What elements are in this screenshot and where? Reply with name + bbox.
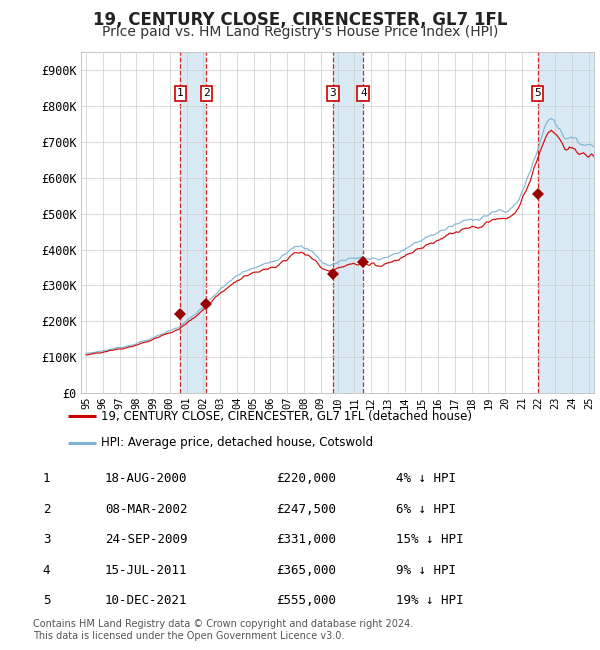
- Text: Price paid vs. HM Land Registry's House Price Index (HPI): Price paid vs. HM Land Registry's House …: [102, 25, 498, 39]
- Text: 15% ↓ HPI: 15% ↓ HPI: [396, 533, 464, 546]
- Text: 9% ↓ HPI: 9% ↓ HPI: [396, 564, 456, 577]
- Text: 3: 3: [43, 533, 50, 546]
- Text: £247,500: £247,500: [276, 503, 336, 516]
- Text: 19, CENTURY CLOSE, CIRENCESTER, GL7 1FL: 19, CENTURY CLOSE, CIRENCESTER, GL7 1FL: [93, 11, 507, 29]
- Text: 15-JUL-2011: 15-JUL-2011: [105, 564, 187, 577]
- Text: 18-AUG-2000: 18-AUG-2000: [105, 472, 187, 485]
- Text: £331,000: £331,000: [276, 533, 336, 546]
- Text: 2: 2: [203, 88, 210, 98]
- Text: 19% ↓ HPI: 19% ↓ HPI: [396, 594, 464, 607]
- Text: 1: 1: [43, 473, 50, 485]
- Text: 1: 1: [177, 88, 184, 98]
- Text: 5: 5: [43, 594, 50, 607]
- Text: £555,000: £555,000: [276, 594, 336, 607]
- Bar: [538, 52, 598, 393]
- Text: 19, CENTURY CLOSE, CIRENCESTER, GL7 1FL (detached house): 19, CENTURY CLOSE, CIRENCESTER, GL7 1FL …: [101, 410, 472, 423]
- Text: 24-SEP-2009: 24-SEP-2009: [105, 533, 187, 546]
- Text: 6% ↓ HPI: 6% ↓ HPI: [396, 503, 456, 516]
- Text: 5: 5: [534, 88, 541, 98]
- Text: 08-MAR-2002: 08-MAR-2002: [105, 503, 187, 516]
- Text: 4: 4: [360, 88, 367, 98]
- Text: 4: 4: [43, 564, 50, 577]
- Text: £365,000: £365,000: [276, 564, 336, 577]
- Text: 4% ↓ HPI: 4% ↓ HPI: [396, 472, 456, 485]
- Text: 3: 3: [329, 88, 337, 98]
- Text: HPI: Average price, detached house, Cotswold: HPI: Average price, detached house, Cots…: [101, 436, 373, 449]
- Text: £220,000: £220,000: [276, 472, 336, 485]
- Bar: [181, 52, 206, 393]
- Text: Contains HM Land Registry data © Crown copyright and database right 2024.
This d: Contains HM Land Registry data © Crown c…: [33, 619, 413, 641]
- Bar: [333, 52, 364, 393]
- Text: 2: 2: [43, 503, 50, 516]
- Text: 10-DEC-2021: 10-DEC-2021: [105, 594, 187, 607]
